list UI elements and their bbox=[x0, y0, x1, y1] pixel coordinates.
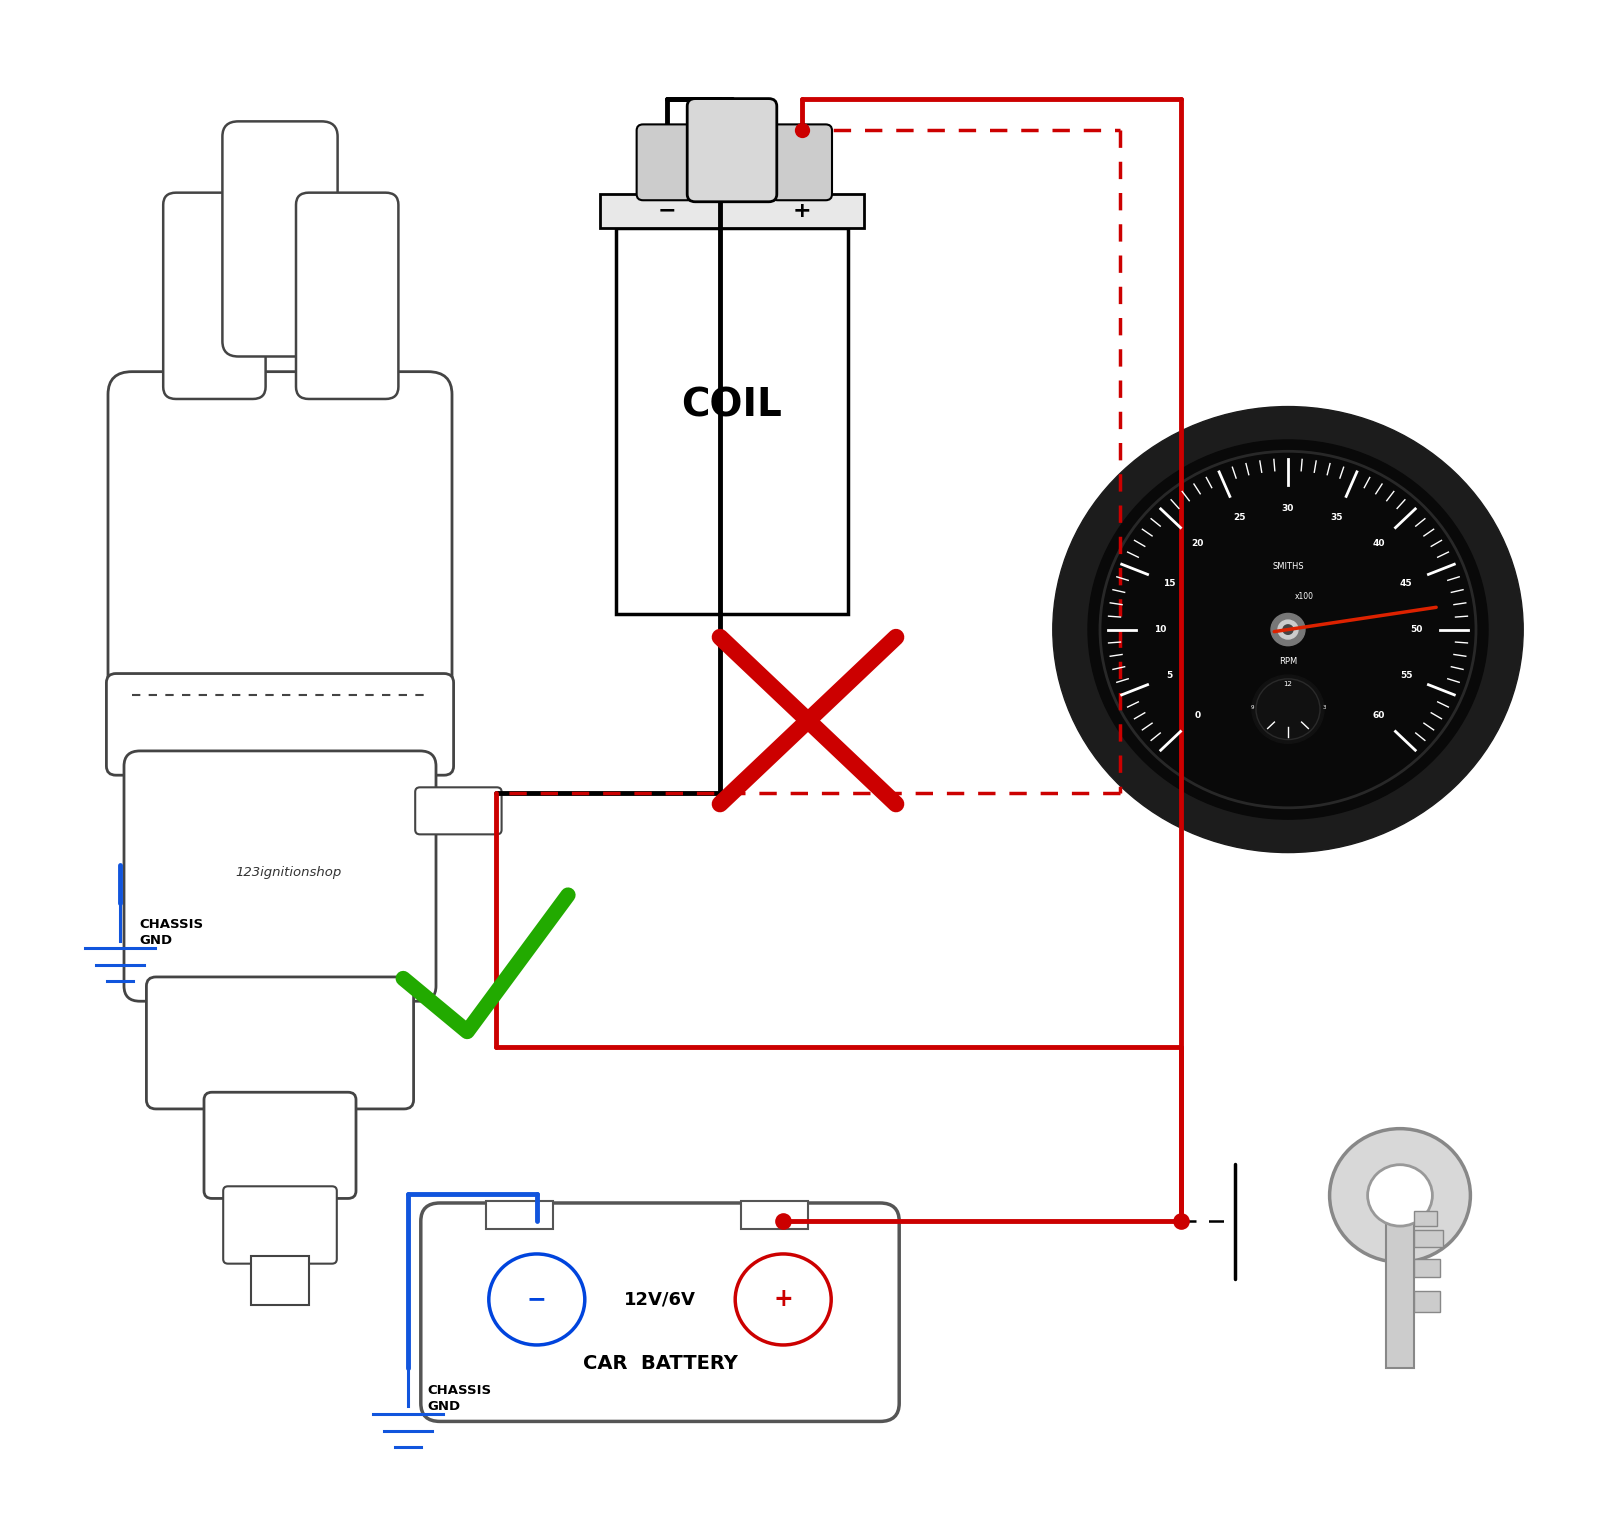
Bar bbox=[1414, 1211, 1437, 1226]
Text: 9: 9 bbox=[1250, 705, 1254, 710]
Bar bbox=[1386, 1194, 1414, 1368]
FancyBboxPatch shape bbox=[771, 124, 832, 200]
FancyBboxPatch shape bbox=[222, 1186, 338, 1264]
Circle shape bbox=[1368, 1165, 1432, 1226]
Text: 20: 20 bbox=[1192, 539, 1203, 548]
FancyBboxPatch shape bbox=[421, 1203, 899, 1421]
Text: x100: x100 bbox=[1294, 592, 1314, 601]
Text: CAR  BATTERY: CAR BATTERY bbox=[582, 1353, 738, 1373]
Circle shape bbox=[1053, 407, 1523, 853]
Text: 45: 45 bbox=[1400, 578, 1413, 587]
Text: 12V/6V: 12V/6V bbox=[624, 1291, 696, 1309]
Text: 0: 0 bbox=[1195, 711, 1200, 721]
Bar bbox=[1414, 1291, 1440, 1312]
Circle shape bbox=[1251, 675, 1325, 743]
Text: 12: 12 bbox=[1283, 681, 1293, 687]
Circle shape bbox=[1278, 620, 1298, 639]
Circle shape bbox=[1330, 1129, 1470, 1262]
Text: 10: 10 bbox=[1154, 625, 1166, 634]
Text: RPM: RPM bbox=[1278, 657, 1298, 666]
Bar bbox=[1414, 1259, 1440, 1277]
Text: 60: 60 bbox=[1373, 711, 1384, 721]
Text: 35: 35 bbox=[1331, 513, 1344, 522]
Bar bbox=[1414, 1230, 1443, 1247]
FancyBboxPatch shape bbox=[107, 372, 451, 705]
Circle shape bbox=[736, 1255, 832, 1346]
Text: +: + bbox=[792, 200, 811, 221]
Text: −: − bbox=[526, 1288, 547, 1312]
FancyBboxPatch shape bbox=[146, 977, 413, 1109]
Bar bbox=[600, 194, 864, 228]
FancyBboxPatch shape bbox=[125, 751, 435, 1001]
Circle shape bbox=[490, 1255, 586, 1346]
Text: 40: 40 bbox=[1373, 539, 1384, 548]
Text: 15: 15 bbox=[1163, 578, 1176, 587]
Circle shape bbox=[1088, 440, 1488, 819]
FancyBboxPatch shape bbox=[163, 193, 266, 399]
FancyBboxPatch shape bbox=[106, 674, 454, 775]
Text: −: − bbox=[658, 200, 677, 221]
FancyBboxPatch shape bbox=[296, 193, 398, 399]
Text: +: + bbox=[773, 1288, 794, 1312]
Text: 25: 25 bbox=[1232, 513, 1245, 522]
FancyBboxPatch shape bbox=[222, 121, 338, 356]
Text: CHASSIS
GND: CHASSIS GND bbox=[427, 1384, 491, 1414]
FancyBboxPatch shape bbox=[688, 99, 778, 202]
Text: COIL: COIL bbox=[682, 387, 782, 425]
FancyBboxPatch shape bbox=[203, 1092, 355, 1198]
Text: SMITHS: SMITHS bbox=[1272, 561, 1304, 570]
FancyBboxPatch shape bbox=[637, 124, 698, 200]
Text: 3: 3 bbox=[1322, 705, 1326, 710]
Bar bbox=[251, 1256, 309, 1305]
Text: 50: 50 bbox=[1410, 625, 1422, 634]
FancyBboxPatch shape bbox=[414, 787, 501, 834]
Bar bbox=[616, 228, 848, 614]
Circle shape bbox=[1270, 613, 1306, 646]
Text: 123ignitionshop: 123ignitionshop bbox=[235, 866, 341, 878]
Text: 55: 55 bbox=[1400, 672, 1413, 681]
Bar bbox=[741, 1201, 808, 1229]
Bar bbox=[486, 1201, 554, 1229]
Circle shape bbox=[1283, 625, 1293, 634]
Text: 30: 30 bbox=[1282, 504, 1294, 513]
Text: 5: 5 bbox=[1166, 672, 1173, 681]
Text: CHASSIS
GND: CHASSIS GND bbox=[139, 918, 203, 948]
